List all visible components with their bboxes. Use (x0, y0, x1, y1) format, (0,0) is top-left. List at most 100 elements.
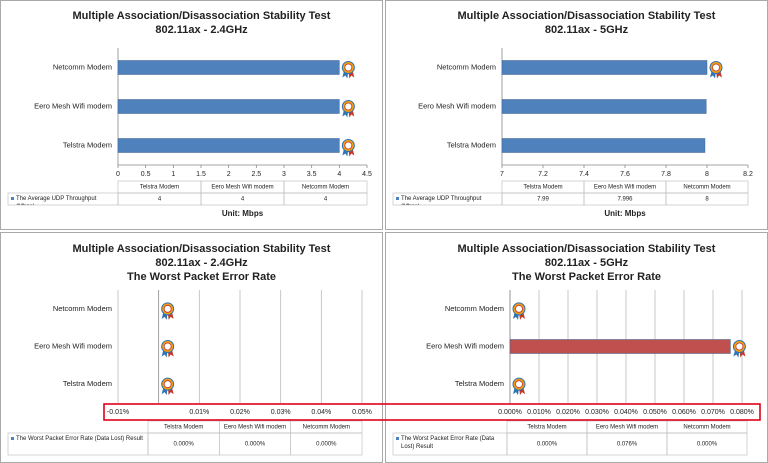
y-tick-label: Telstra Modem (63, 379, 112, 388)
badge-center (344, 141, 353, 150)
table-value: 0.000% (697, 442, 718, 448)
legend-label: The Worst Packet Error Rate (Data Lost) … (401, 435, 495, 450)
badge-icon (709, 61, 723, 79)
badge-center (344, 63, 353, 72)
x-tick-label: 0 (116, 171, 120, 178)
table-value: 4 (324, 197, 328, 203)
unit-label: Unit: Mbps (222, 209, 264, 218)
x-tick-label: 7.8 (661, 171, 671, 178)
table-header: Netcomm Modem (302, 185, 349, 191)
legend-swatch (396, 437, 399, 440)
table-header: Eero Mesh Wifi modem (594, 185, 656, 191)
table-header: Eero Mesh Wifi modem (596, 425, 658, 431)
y-tick-label: Eero Mesh Wifi modem (34, 341, 112, 350)
legend-label: The Average UDP Throughput (Mbps) (16, 195, 97, 205)
table-value: 8 (705, 197, 709, 203)
table-header: Telstra Modem (527, 425, 566, 431)
table-header: Eero Mesh Wifi modem (211, 185, 273, 191)
badge-icon (161, 340, 175, 358)
chart-subtitle: 802.11ax - 2.4GHz (155, 257, 248, 269)
table-cell (7, 192, 119, 206)
badge-icon (512, 377, 526, 396)
badge-center (163, 342, 172, 351)
x-tick-label: 0.5 (141, 171, 151, 178)
y-tick-label: Netcomm Modem (437, 62, 496, 71)
badge-center (163, 304, 172, 313)
badge-center (515, 304, 523, 313)
chart-subtitle: The Worst Packet Error Rate (127, 271, 276, 283)
x-tick-label: 0.040% (614, 409, 638, 416)
x-tick-label: 0.070% (701, 409, 725, 416)
x-tick-label: 0.080% (730, 409, 754, 416)
legend-swatch (396, 197, 399, 200)
badge-icon (732, 340, 746, 358)
x-tick-label: 7 (500, 171, 504, 178)
badge-icon (341, 139, 355, 157)
x-tick-label: 0.060% (672, 409, 696, 416)
legend-label: The Worst Packet Error Rate (Data Lost) … (16, 435, 143, 442)
x-tick-label: 0.01% (189, 409, 209, 416)
y-tick-label: Telstra Modem (63, 140, 112, 149)
badge-center (515, 380, 523, 389)
legend-swatch (11, 197, 14, 200)
y-tick-label: Eero Mesh Wifi modem (426, 341, 504, 350)
x-tick-label: 0.04% (311, 409, 331, 416)
table-value: 4 (158, 197, 162, 203)
x-tick-label: 0.020% (556, 409, 580, 416)
x-tick-label: 0.010% (527, 409, 551, 416)
table-value: 0.000% (537, 442, 558, 448)
table-header: Netcomm Modem (683, 425, 730, 431)
legend-box: The Average UDP Throughput (Mbps) (16, 195, 97, 205)
chart-subtitle: 802.11ax - 2.4GHz (155, 24, 248, 36)
table-cell (290, 432, 363, 456)
x-tick-label: 7.6 (620, 171, 630, 178)
legend-label: The Average UDP Throughput (Mbps) (401, 195, 482, 205)
bar (117, 99, 340, 114)
x-tick-label: 7.4 (579, 171, 589, 178)
x-tick-label: 0.030% (585, 409, 609, 416)
table-header: Netcomm Modem (683, 185, 730, 191)
table-cell (392, 432, 508, 456)
chart-title: Multiple Association/Disassociation Stab… (73, 243, 331, 255)
x-tick-label: 2 (227, 171, 231, 178)
badge-icon (161, 377, 175, 396)
bar (117, 138, 340, 153)
bar (501, 138, 706, 153)
x-tick-label: 0.05% (352, 409, 372, 416)
table-value: 7.99 (537, 197, 549, 203)
panel (385, 0, 768, 230)
table-header: Netcomm Modem (303, 425, 350, 431)
bar (117, 60, 340, 75)
x-tick-label: 0.000% (498, 409, 522, 416)
unit-label: Unit: Mbps (604, 209, 646, 218)
chart-title: Multiple Association/Disassociation Stab… (458, 243, 716, 255)
y-tick-label: Telstra Modem (455, 379, 504, 388)
legend-box: The Worst Packet Error Rate (Data Lost) … (401, 435, 495, 450)
x-tick-label: 3 (282, 171, 286, 178)
x-tick-label: 8 (705, 171, 709, 178)
panel (0, 0, 383, 230)
table-value: 0.000% (245, 442, 266, 448)
y-tick-label: Netcomm Modem (53, 304, 112, 313)
bar (509, 339, 731, 354)
badge-center (712, 63, 720, 72)
x-tick-label: 0.03% (271, 409, 291, 416)
chart-subtitle: The Worst Packet Error Rate (512, 271, 661, 283)
table-header: Telstra Modem (140, 185, 179, 191)
badge-center (163, 380, 172, 389)
y-tick-label: Telstra Modem (447, 140, 496, 149)
table-cell (7, 432, 149, 456)
x-tick-label: 2.5 (251, 171, 261, 178)
badge-icon (512, 302, 526, 320)
badge-center (735, 342, 744, 351)
x-tick-label: 0.02% (230, 409, 250, 416)
table-header: Telstra Modem (164, 425, 203, 431)
x-tick-label: 7.2 (538, 171, 548, 178)
panel (0, 232, 383, 463)
legend-box: The Worst Packet Error Rate (Data Lost) … (16, 435, 143, 442)
x-tick-label: 4.5 (362, 171, 372, 178)
chart-subtitle: 802.11ax - 5GHz (545, 257, 629, 269)
legend-box: The Average UDP Throughput (Mbps) (401, 195, 482, 205)
table-value: 0.000% (173, 442, 194, 448)
table-value: 0.076% (617, 442, 638, 448)
